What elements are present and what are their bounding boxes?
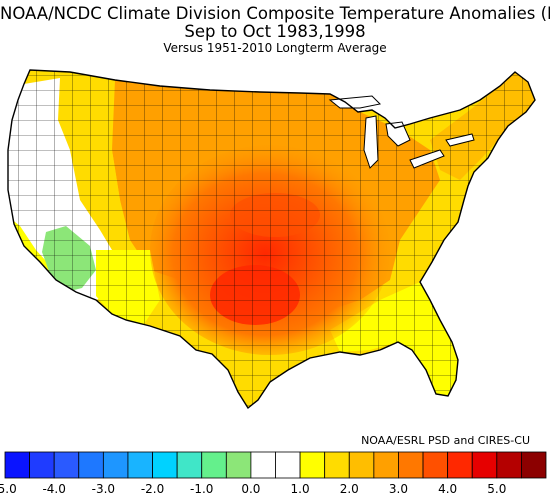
legend-swatch [127,451,153,479]
legend-swatch [348,451,375,479]
legend-swatch [324,451,350,479]
legend-swatch [29,451,55,479]
legend-swatch [4,451,30,479]
legend-tick-label: 5.0 [487,482,506,496]
us-outline [7,69,536,410]
legend-tick-label: 0.0 [241,482,260,496]
lake-michigan [363,115,379,169]
legend-tick-label: -4.0 [42,482,65,496]
legend-swatch [422,451,449,479]
legend-swatch [521,451,547,479]
legend-swatch [176,451,203,479]
title-line-1: NOAA/NCDC Climate Division Composite Tem… [0,4,550,23]
legend-tick-label: -5.0 [0,482,17,496]
legend-tick-label: 1.0 [291,482,310,496]
legend-tick-label: -3.0 [92,482,115,496]
legend-swatch [250,451,276,479]
legend-swatch [398,451,424,479]
legend-tick-label: 2.0 [340,482,359,496]
legend-swatch [152,451,178,479]
legend-swatch [225,451,252,479]
title-line-3: Versus 1951-2010 Longterm Average [163,41,387,55]
legend-swatch [78,451,104,479]
lake-ontario [445,133,475,147]
legend-tick-label: -2.0 [141,482,164,496]
legend-swatch [496,451,522,479]
legend-swatch [102,451,129,479]
legend-tick-label: 4.0 [438,482,457,496]
legend-swatch [299,451,326,479]
credit-text: NOAA/ESRL PSD and CIRES-CU [361,434,530,447]
legend-swatch [447,451,473,479]
legend-swatch [53,451,80,479]
legend-tick-label: -1.0 [190,482,213,496]
legend-swatch [373,451,399,479]
lake-huron [385,121,411,147]
legend-swatch [201,451,227,479]
legend-swatch [275,451,301,479]
legend-tick-label: 3.0 [389,482,408,496]
lake-superior [328,95,382,109]
anomaly-fill [8,70,535,408]
title-line-2: Sep to Oct 1983,1998 [184,22,366,41]
lake-erie [409,149,445,169]
legend-swatch [471,451,498,479]
